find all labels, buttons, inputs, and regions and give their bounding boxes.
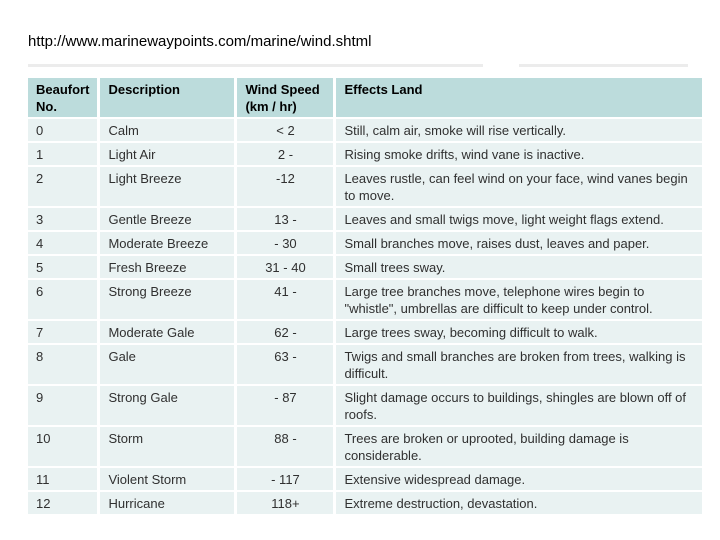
cell-wind-speed: - 117 — [237, 468, 334, 490]
cell-description: Strong Breeze — [100, 280, 235, 319]
cell-wind-speed: 88 - — [237, 427, 334, 466]
table-row: 1 Light Air 2 - Rising smoke drifts, win… — [28, 143, 703, 165]
cell-beaufort-no: 2 — [28, 167, 98, 206]
cell-beaufort-no: 10 — [28, 427, 98, 466]
table-row: 12 Hurricane 118+ Extreme destruction, d… — [28, 492, 703, 514]
cell-beaufort-no: 1 — [28, 143, 98, 165]
table-row: 10 Storm 88 - Trees are broken or uproot… — [28, 427, 703, 466]
table-row: 2 Light Breeze -12 Leaves rustle, can fe… — [28, 167, 703, 206]
cell-wind-speed: 41 - — [237, 280, 334, 319]
cell-description: Calm — [100, 119, 235, 141]
cell-description: Hurricane — [100, 492, 235, 514]
cell-description: Light Breeze — [100, 167, 235, 206]
cell-effects-land: Extensive widespread damage. — [336, 468, 703, 490]
header-beaufort-no: Beaufort No. — [28, 78, 98, 117]
table-header-row: Beaufort No. Description Wind Speed (km … — [28, 78, 703, 117]
cell-beaufort-no: 11 — [28, 468, 98, 490]
cell-effects-land: Rising smoke drifts, wind vane is inacti… — [336, 143, 703, 165]
cell-effects-land: Still, calm air, smoke will rise vertica… — [336, 119, 703, 141]
cell-wind-speed: 2 - — [237, 143, 334, 165]
cell-description: Violent Storm — [100, 468, 235, 490]
cell-effects-land: Small branches move, raises dust, leaves… — [336, 232, 703, 254]
horizontal-rule-left — [28, 64, 483, 67]
cell-description: Strong Gale — [100, 386, 235, 425]
cell-effects-land: Slight damage occurs to buildings, shing… — [336, 386, 703, 425]
table-row: 4 Moderate Breeze - 30 Small branches mo… — [28, 232, 703, 254]
cell-beaufort-no: 3 — [28, 208, 98, 230]
cell-wind-speed: 31 - 40 — [237, 256, 334, 278]
cell-wind-speed: 13 - — [237, 208, 334, 230]
cell-effects-land: Extreme destruction, devastation. — [336, 492, 703, 514]
cell-effects-land: Large trees sway, becoming difficult to … — [336, 321, 703, 343]
table-row: 7 Moderate Gale 62 - Large trees sway, b… — [28, 321, 703, 343]
cell-beaufort-no: 8 — [28, 345, 98, 384]
cell-description: Gale — [100, 345, 235, 384]
cell-effects-land: Trees are broken or uprooted, building d… — [336, 427, 703, 466]
cell-beaufort-no: 0 — [28, 119, 98, 141]
header-effects-land: Effects Land — [336, 78, 703, 117]
cell-wind-speed: 62 - — [237, 321, 334, 343]
header-wind-speed: Wind Speed (km / hr) — [237, 78, 334, 117]
header-description: Description — [100, 78, 235, 117]
cell-effects-land: Leaves rustle, can feel wind on your fac… — [336, 167, 703, 206]
cell-beaufort-no: 5 — [28, 256, 98, 278]
cell-wind-speed: 63 - — [237, 345, 334, 384]
cell-wind-speed: - 87 — [237, 386, 334, 425]
url-heading: http://www.marinewaypoints.com/marine/wi… — [28, 33, 372, 50]
cell-wind-speed: -12 — [237, 167, 334, 206]
horizontal-rule-right — [519, 64, 688, 67]
cell-description: Gentle Breeze — [100, 208, 235, 230]
cell-beaufort-no: 12 — [28, 492, 98, 514]
cell-beaufort-no: 6 — [28, 280, 98, 319]
cell-effects-land: Twigs and small branches are broken from… — [336, 345, 703, 384]
table-row: 8 Gale 63 - Twigs and small branches are… — [28, 345, 703, 384]
cell-description: Moderate Breeze — [100, 232, 235, 254]
table-row: 3 Gentle Breeze 13 - Leaves and small tw… — [28, 208, 703, 230]
cell-description: Fresh Breeze — [100, 256, 235, 278]
cell-beaufort-no: 7 — [28, 321, 98, 343]
table-row: 11 Violent Storm - 117 Extensive widespr… — [28, 468, 703, 490]
cell-wind-speed: - 30 — [237, 232, 334, 254]
cell-wind-speed: < 2 — [237, 119, 334, 141]
cell-description: Light Air — [100, 143, 235, 165]
beaufort-scale-table: Beaufort No. Description Wind Speed (km … — [25, 76, 705, 516]
cell-description: Moderate Gale — [100, 321, 235, 343]
cell-beaufort-no: 9 — [28, 386, 98, 425]
cell-description: Storm — [100, 427, 235, 466]
table-row: 0 Calm < 2 Still, calm air, smoke will r… — [28, 119, 703, 141]
table-row: 6 Strong Breeze 41 - Large tree branches… — [28, 280, 703, 319]
cell-effects-land: Small trees sway. — [336, 256, 703, 278]
cell-beaufort-no: 4 — [28, 232, 98, 254]
table-row: 9 Strong Gale - 87 Slight damage occurs … — [28, 386, 703, 425]
cell-effects-land: Leaves and small twigs move, light weigh… — [336, 208, 703, 230]
cell-effects-land: Large tree branches move, telephone wire… — [336, 280, 703, 319]
cell-wind-speed: 118+ — [237, 492, 334, 514]
table-row: 5 Fresh Breeze 31 - 40 Small trees sway. — [28, 256, 703, 278]
